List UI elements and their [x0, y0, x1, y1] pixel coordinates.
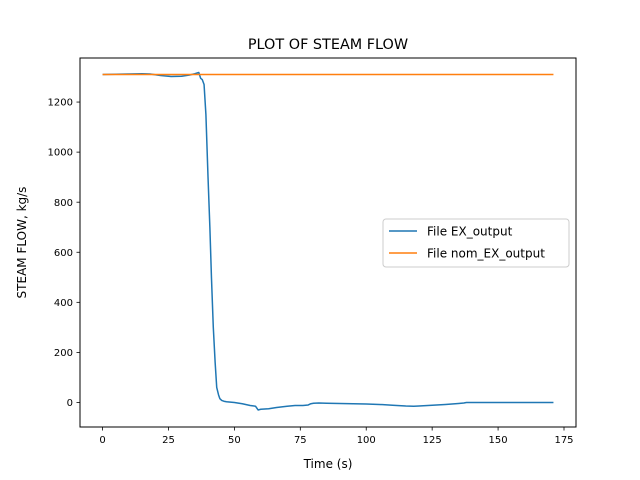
tick-layer: 0 25 50 75 100 125 150 175 0 200 400 600 800 1000 1200: [48, 98, 574, 446]
y-tick-label: 0: [67, 398, 73, 409]
y-tick-label: 400: [54, 298, 73, 309]
y-tick-label: 1200: [48, 98, 73, 109]
series-layer: [102, 71, 554, 411]
x-tick-label: 75: [294, 435, 307, 446]
x-tick-label: 100: [357, 435, 376, 446]
x-axis-label: Time (s): [303, 457, 353, 471]
series-line-1: [102, 71, 554, 411]
x-tick-label: 125: [423, 435, 442, 446]
x-tick-label: 50: [228, 435, 241, 446]
chart-title: PLOT OF STEAM FLOW: [248, 37, 408, 53]
y-axis-label: STEAM FLOW, kg/s: [15, 187, 29, 299]
y-tick-label: 600: [54, 248, 73, 259]
x-tick-label: 175: [554, 435, 573, 446]
y-tick-label: 1000: [48, 148, 73, 159]
legend: File EX_output File nom_EX_output: [382, 218, 570, 268]
x-tick-label: 25: [162, 435, 175, 446]
legend-label-2: File nom_EX_output: [427, 247, 545, 261]
legend-label-1: File EX_output: [427, 225, 513, 239]
x-tick-label: 150: [489, 435, 508, 446]
y-tick-label: 200: [54, 348, 73, 359]
y-tick-label: 800: [54, 198, 73, 209]
legend-box: [382, 218, 570, 268]
axes-frame: [79, 57, 577, 428]
x-tick-label: 0: [99, 435, 105, 446]
